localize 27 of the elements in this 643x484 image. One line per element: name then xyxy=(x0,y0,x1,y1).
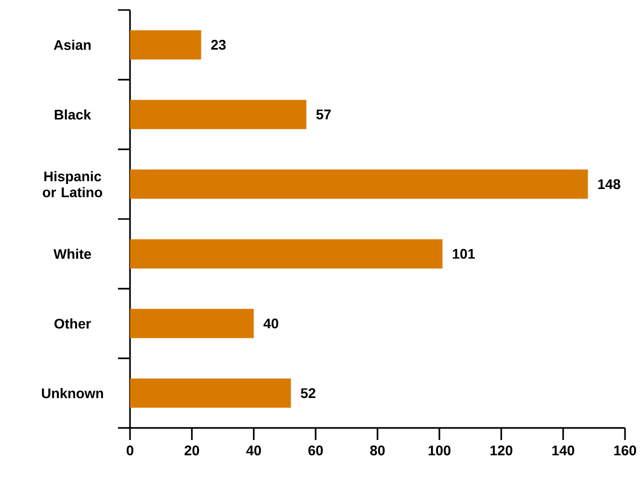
x-tick-label: 100 xyxy=(428,445,450,456)
x-tick-label: 40 xyxy=(246,445,261,456)
data-label: 101 xyxy=(452,248,475,259)
y-tick-label: White xyxy=(54,248,91,259)
x-tick-label: 0 xyxy=(126,445,134,456)
bar xyxy=(130,170,588,199)
y-tick-label: Asian xyxy=(54,40,91,50)
data-label: 57 xyxy=(316,110,331,120)
data-label: 148 xyxy=(598,179,620,190)
x-tick-label: 80 xyxy=(370,445,385,456)
x-tick-label: 20 xyxy=(184,445,200,456)
data-label: 23 xyxy=(211,40,226,50)
bar xyxy=(130,100,306,130)
y-tick-label: Unknown xyxy=(42,388,104,398)
bar xyxy=(130,239,442,268)
x-tick-label: 60 xyxy=(308,445,323,456)
y-tick-label: Black xyxy=(54,109,92,120)
bar xyxy=(130,308,254,338)
data-label: 40 xyxy=(263,318,278,328)
y-tick-label: Hispanic or Latino xyxy=(42,171,102,198)
x-tick-label: 140 xyxy=(552,445,574,456)
bar xyxy=(130,30,202,60)
bar xyxy=(130,378,291,408)
x-tick-label: 120 xyxy=(490,445,512,456)
y-tick-label: Other xyxy=(54,318,91,329)
data-label: 52 xyxy=(300,388,316,398)
x-tick-label: 160 xyxy=(614,445,636,456)
